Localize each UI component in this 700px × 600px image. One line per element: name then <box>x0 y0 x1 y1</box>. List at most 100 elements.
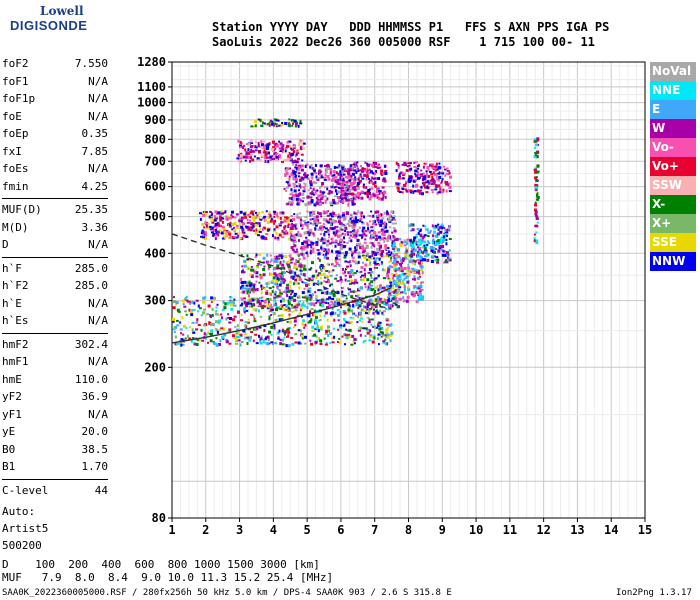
echo-point <box>216 313 219 316</box>
echo-point <box>198 307 202 310</box>
echo-point <box>390 288 393 291</box>
echo-point <box>217 221 220 225</box>
echo-point <box>266 289 269 293</box>
echo-point <box>343 311 346 313</box>
echo-point <box>323 235 326 238</box>
echo-point <box>279 211 282 215</box>
echo-point <box>535 154 539 158</box>
echo-point <box>335 181 338 184</box>
echo-point <box>244 260 247 263</box>
echo-point <box>534 171 538 174</box>
echo-point <box>372 192 375 196</box>
echo-point <box>235 224 239 227</box>
echo-point <box>283 308 287 312</box>
echo-point <box>393 229 397 233</box>
param-row-hf: h`F 285.0 <box>2 261 108 277</box>
echo-point <box>350 168 354 172</box>
param-value: N/A <box>88 296 108 310</box>
param-row-ye: yE 20.0 <box>2 424 108 440</box>
echo-point <box>347 219 351 223</box>
echo-point <box>366 312 370 315</box>
echo-point <box>368 192 371 195</box>
echo-point <box>302 186 306 188</box>
echo-point <box>412 184 415 188</box>
echo-point <box>293 292 297 295</box>
echo-point <box>400 259 403 262</box>
echo-point <box>362 250 366 253</box>
echo-point <box>335 234 339 236</box>
echo-point <box>412 239 416 243</box>
echo-point <box>265 123 269 126</box>
echo-point <box>388 219 392 223</box>
echo-point <box>378 257 381 261</box>
echo-point <box>297 166 301 170</box>
echo-point <box>346 175 349 179</box>
echo-point <box>251 158 255 162</box>
echo-point <box>364 272 366 276</box>
echo-point <box>308 231 312 234</box>
echo-point <box>338 263 341 267</box>
echo-point <box>446 256 449 260</box>
echo-point <box>384 222 388 226</box>
echo-point <box>202 308 206 311</box>
echo-point <box>227 331 231 334</box>
echo-point <box>353 228 356 231</box>
echo-point <box>381 192 385 195</box>
echo-point <box>402 183 406 187</box>
echo-point <box>295 178 298 182</box>
echo-point <box>334 301 337 304</box>
auto-scaling-line1: Auto: <box>2 505 36 518</box>
echo-point <box>308 233 311 236</box>
echo-point <box>292 177 295 180</box>
echo-point <box>415 300 419 304</box>
echo-point <box>304 244 308 248</box>
echo-point <box>309 183 313 187</box>
echo-point <box>533 155 537 159</box>
echo-point <box>344 278 347 282</box>
echo-point <box>341 199 344 203</box>
echo-point <box>336 308 340 311</box>
echo-point <box>301 324 304 327</box>
echo-point <box>303 275 306 278</box>
echo-point <box>405 299 409 303</box>
echo-point <box>259 263 263 266</box>
echo-point <box>289 320 292 324</box>
echo-point <box>284 173 287 176</box>
echo-point <box>253 150 256 153</box>
echo-point <box>292 277 295 280</box>
echo-point <box>242 222 245 226</box>
echo-point <box>329 219 333 222</box>
echo-point <box>343 333 347 336</box>
echo-point <box>362 232 366 236</box>
echo-point <box>344 168 348 171</box>
echo-point <box>381 312 384 315</box>
echo-point <box>290 236 294 240</box>
echo-point <box>379 287 383 289</box>
echo-point <box>356 295 359 299</box>
echo-point <box>292 163 295 166</box>
echo-point <box>348 275 352 279</box>
echo-point <box>275 307 279 310</box>
echo-point <box>210 214 213 216</box>
echo-point <box>424 234 427 236</box>
echo-point <box>296 303 300 306</box>
echo-point <box>303 326 306 329</box>
echo-point <box>360 210 364 213</box>
echo-point <box>266 228 269 232</box>
echo-point <box>362 305 365 309</box>
echo-point <box>315 282 319 285</box>
echo-point <box>243 264 247 268</box>
echo-point <box>243 307 246 311</box>
echo-point <box>424 255 427 258</box>
echo-point <box>281 146 284 150</box>
echo-point <box>417 269 420 272</box>
echo-point <box>319 273 323 277</box>
echo-point <box>404 292 407 295</box>
echo-point <box>287 308 291 312</box>
echo-point <box>234 304 237 307</box>
echo-point <box>339 169 342 172</box>
echo-point <box>409 261 413 264</box>
echo-point <box>379 213 383 217</box>
echo-point <box>432 241 435 244</box>
echo-point <box>369 179 373 182</box>
